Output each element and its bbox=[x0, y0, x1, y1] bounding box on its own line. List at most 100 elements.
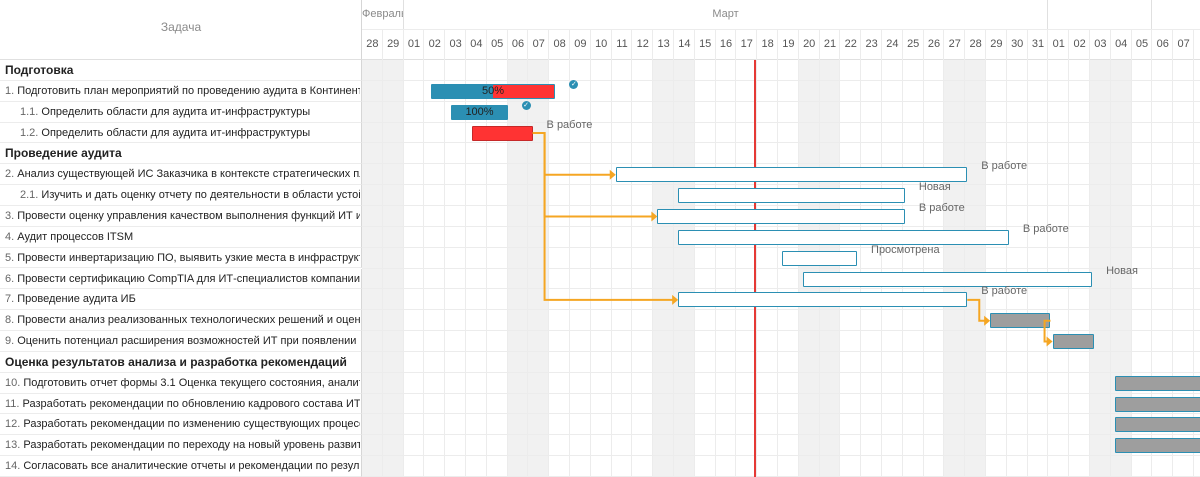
task-row[interactable]: 1.2. Определить области для аудита ит-ин… bbox=[0, 122, 362, 144]
task-row[interactable]: 12. Разработать рекомендации по изменени… bbox=[0, 414, 362, 436]
grid-column-line bbox=[1172, 30, 1174, 477]
task-label: 2. Анализ существующей ИС Заказчика в ко… bbox=[5, 168, 360, 180]
grid-column-line bbox=[1068, 30, 1070, 477]
grid-column-line bbox=[1109, 30, 1111, 477]
day-header: 04 bbox=[1115, 38, 1128, 50]
grid-column-line bbox=[1005, 30, 1007, 477]
task-status-label: В работе bbox=[1022, 222, 1069, 235]
task-name: Анализ существующей ИС Заказчика в конте… bbox=[17, 168, 360, 181]
task-number: 1.1. bbox=[20, 105, 42, 118]
grid-row-line bbox=[362, 392, 1200, 394]
task-label: 6. Провести сертификацию CompTIA для ИТ-… bbox=[5, 273, 360, 285]
task-label: 5. Провести инвертаризацию ПО, выявить у… bbox=[5, 252, 360, 264]
task-name: Провести инвертаризацию ПО, выявить узки… bbox=[17, 251, 360, 264]
task-group-label: Проведение аудита bbox=[5, 146, 360, 160]
grid-row-line bbox=[362, 350, 1200, 352]
task-number: 7. bbox=[5, 293, 18, 306]
task-row[interactable]: 10. Подготовить отчет формы 3.1 Оценка т… bbox=[0, 372, 362, 394]
task-row[interactable]: 4. Аудит процессов ITSM bbox=[0, 226, 362, 248]
day-header: 31 bbox=[1031, 38, 1045, 50]
task-number: 1.2. bbox=[20, 126, 42, 139]
task-label: 14. Согласовать все аналитические отчеты… bbox=[5, 460, 360, 472]
month-header: Март bbox=[404, 0, 1049, 29]
weekend-column bbox=[1090, 60, 1111, 477]
task-name: Разработать рекомендации по переходу на … bbox=[23, 439, 360, 452]
task-bar[interactable] bbox=[472, 125, 533, 141]
day-header: 23 bbox=[865, 38, 878, 50]
task-row[interactable]: 11. Разработать рекомендации по обновлен… bbox=[0, 393, 362, 415]
task-bar[interactable]: 50% bbox=[430, 83, 556, 99]
grid-row-line bbox=[362, 330, 1200, 332]
task-progress-fill bbox=[452, 105, 507, 119]
task-number: 9. bbox=[5, 335, 18, 348]
weekend-column bbox=[507, 60, 529, 477]
task-number: 14. bbox=[5, 460, 24, 473]
task-row[interactable]: 3. Провести оценку управления качеством … bbox=[0, 205, 362, 227]
task-group-row[interactable]: Подготовка bbox=[0, 60, 362, 81]
task-bar[interactable] bbox=[615, 167, 968, 183]
task-row[interactable]: 13. Разработать рекомендации по переходу… bbox=[0, 435, 362, 457]
task-number: 4. bbox=[5, 230, 18, 243]
month-header: Февраль bbox=[362, 0, 404, 29]
task-name: Проведение аудита bbox=[5, 146, 122, 161]
grid-column-line bbox=[735, 30, 737, 477]
task-name: Провести анализ реализованных технологич… bbox=[17, 314, 360, 327]
task-row[interactable]: 8. Провести анализ реализованных техноло… bbox=[0, 310, 362, 332]
grid-column-line bbox=[922, 30, 924, 477]
task-bar[interactable] bbox=[782, 250, 858, 266]
task-bar[interactable] bbox=[678, 292, 968, 308]
weekend-column bbox=[965, 60, 986, 477]
task-bar[interactable] bbox=[678, 229, 1009, 245]
day-header: 12 bbox=[636, 38, 649, 50]
task-bar[interactable]: 100% bbox=[451, 104, 508, 120]
task-number: 8. bbox=[5, 314, 18, 327]
task-name: Определить области для аудита ит-инфраст… bbox=[41, 126, 311, 139]
day-header: 05 bbox=[1135, 38, 1149, 50]
task-progress-fill bbox=[431, 84, 494, 98]
task-name: Подготовить план мероприятий по проведен… bbox=[17, 84, 360, 97]
task-column-header[interactable]: Задача bbox=[0, 0, 362, 60]
task-group-row[interactable]: Оценка результатов анализа и разработка … bbox=[0, 351, 362, 373]
task-bar[interactable] bbox=[1114, 438, 1200, 454]
grid-column-line bbox=[631, 30, 633, 477]
day-header: 10 bbox=[595, 38, 608, 50]
task-bar[interactable] bbox=[990, 313, 1051, 329]
grid-column-line bbox=[1047, 30, 1049, 477]
grid-column-line bbox=[527, 30, 529, 477]
task-bar[interactable] bbox=[678, 188, 905, 204]
task-row[interactable]: 5. Провести инвертаризацию ПО, выявить у… bbox=[0, 247, 362, 269]
task-bar[interactable] bbox=[1114, 417, 1200, 433]
task-name: Разработать рекомендации по обновлению к… bbox=[22, 397, 360, 410]
task-status-label: В работе bbox=[918, 201, 965, 214]
grid-column-line bbox=[1193, 30, 1194, 477]
task-row[interactable]: 9. Оценить потенциал расширения возможно… bbox=[0, 331, 362, 352]
task-bar[interactable] bbox=[1114, 396, 1200, 412]
task-bar[interactable] bbox=[802, 271, 1093, 287]
day-header: 30 bbox=[1011, 38, 1024, 50]
task-bar[interactable] bbox=[1052, 334, 1095, 350]
grid-column-line bbox=[465, 30, 466, 477]
task-row[interactable]: 7. Проведение аудита ИБ bbox=[0, 289, 362, 311]
task-row[interactable]: 6. Провести сертификацию CompTIA для ИТ-… bbox=[0, 268, 362, 290]
task-progress-label: 100% bbox=[465, 105, 494, 118]
task-group-row[interactable]: Проведение аудита bbox=[0, 143, 362, 165]
today-marker bbox=[754, 60, 757, 477]
grid-column-line bbox=[673, 30, 674, 477]
task-row[interactable]: 2. Анализ существующей ИС Заказчика в ко… bbox=[0, 164, 362, 186]
grid-column-line bbox=[881, 30, 882, 477]
task-row[interactable]: 1. Подготовить план мероприятий по прове… bbox=[0, 80, 362, 102]
task-label: 3. Провести оценку управления качеством … bbox=[5, 210, 360, 222]
task-row[interactable]: 2.1. Изучить и дать оценку отчету по дея… bbox=[0, 185, 362, 206]
task-row[interactable]: 1.1. Определить области для аудита ит-ин… bbox=[0, 101, 362, 123]
day-header: 13 bbox=[657, 38, 670, 50]
day-header: 09 bbox=[574, 38, 587, 50]
task-bar[interactable] bbox=[657, 208, 905, 224]
day-header: 03 bbox=[1094, 38, 1107, 50]
grid-row-line bbox=[362, 309, 1200, 311]
day-header: 15 bbox=[699, 38, 712, 50]
grid-row-line bbox=[362, 79, 1200, 81]
task-row[interactable]: 14. Согласовать все аналитические отчеты… bbox=[0, 456, 362, 477]
task-label: 12. Разработать рекомендации по изменени… bbox=[5, 418, 360, 430]
day-header: 01 bbox=[407, 38, 421, 50]
task-bar[interactable] bbox=[1114, 375, 1200, 391]
